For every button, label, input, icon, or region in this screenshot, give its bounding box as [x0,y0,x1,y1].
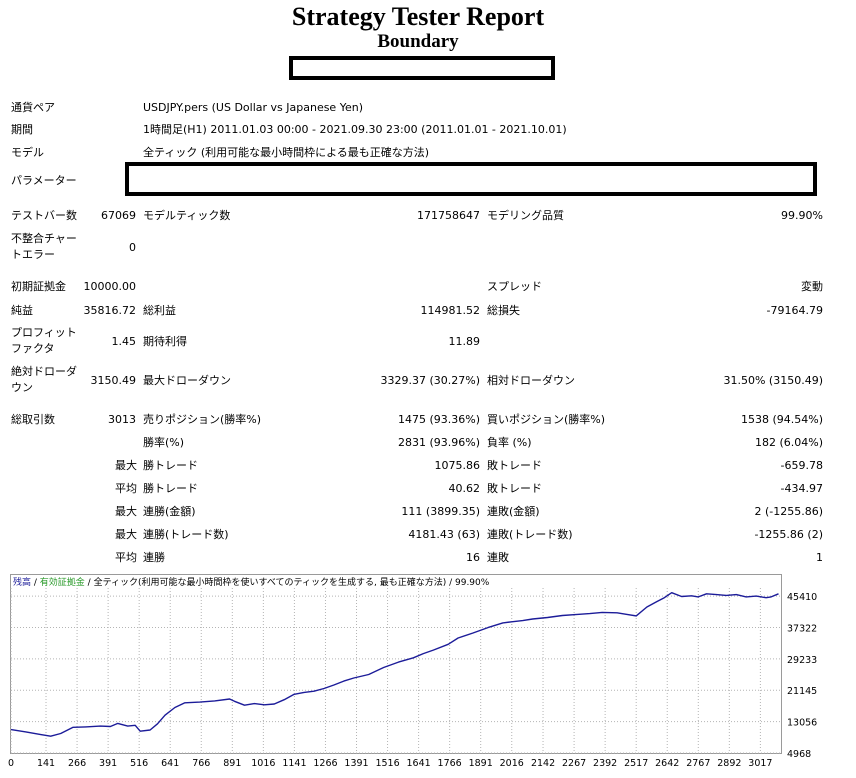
x-tick-label: 516 [130,758,148,769]
y-tick-label: 45410 [787,592,817,603]
x-tick-label: 1266 [313,758,337,769]
x-tick-label: 1766 [438,758,462,769]
x-tick-label: 891 [223,758,241,769]
x-tick-label: 641 [161,758,179,769]
x-tick-label: 2642 [655,758,679,769]
x-tick-label: 1141 [282,758,306,769]
x-tick-label: 1641 [407,758,431,769]
balance-line [11,593,779,737]
x-tick-label: 141 [37,758,55,769]
x-tick-label: 391 [99,758,117,769]
x-tick-label: 2517 [624,758,648,769]
x-tick-label: 266 [68,758,86,769]
x-tick-label: 2142 [531,758,555,769]
x-tick-label: 2016 [500,758,524,769]
x-tick-label: 1891 [469,758,493,769]
y-tick-label: 29233 [787,655,817,666]
x-tick-label: 0 [8,758,14,769]
x-tick-label: 2267 [562,758,586,769]
x-tick-label: 2392 [593,758,617,769]
y-tick-label: 37322 [787,623,817,634]
x-tick-label: 766 [192,758,210,769]
x-tick-label: 1016 [251,758,275,769]
x-tick-label: 3017 [748,758,772,769]
x-tick-label: 2892 [717,758,741,769]
y-tick-label: 4968 [787,749,811,760]
x-tick-label: 1516 [375,758,399,769]
y-tick-label: 21145 [787,686,817,697]
y-tick-label: 13056 [787,718,817,729]
x-tick-label: 1391 [344,758,368,769]
x-tick-label: 2767 [686,758,710,769]
